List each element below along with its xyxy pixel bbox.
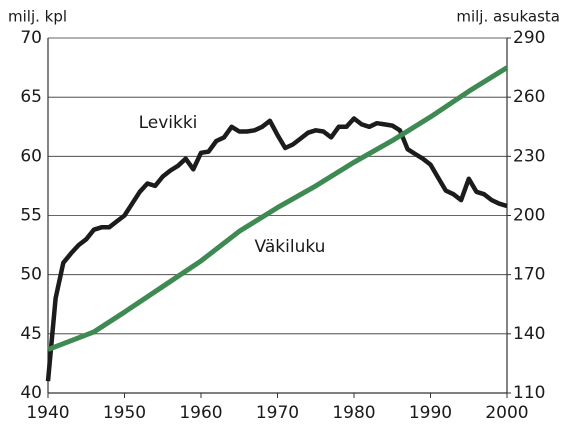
y-tick-label: 70 — [20, 28, 42, 48]
x-tick-label: 1950 — [103, 403, 146, 423]
x-tick-label: 1980 — [332, 403, 375, 423]
y2-tick-label: 290 — [513, 28, 545, 48]
x-tick-label: 1940 — [26, 403, 69, 423]
y2-tick-label: 170 — [513, 265, 545, 285]
y-tick-label: 45 — [20, 324, 42, 344]
y-axis-title: milj. kpl — [8, 8, 67, 26]
series-label: Levikki — [139, 113, 198, 133]
y-tick-label: 65 — [20, 87, 42, 107]
line — [45, 116, 508, 382]
line — [47, 65, 509, 352]
x-tick-label: 2000 — [485, 403, 528, 423]
y2-axis-title: milj. asukasta — [456, 8, 560, 26]
series-label: Väkiluku — [255, 237, 326, 257]
y-tick-label: 55 — [20, 206, 42, 226]
y2-tick-label: 110 — [513, 383, 545, 403]
x-tick-label: 1960 — [179, 403, 222, 423]
x-tick-label: 1970 — [256, 403, 299, 423]
y2-tick-label: 260 — [513, 87, 545, 107]
y-tick-label: 40 — [20, 383, 42, 403]
y-tick-label: 50 — [20, 265, 42, 285]
y2-tick-label: 230 — [513, 146, 545, 166]
y2-tick-label: 200 — [513, 206, 545, 226]
x-tick-label: 1990 — [409, 403, 452, 423]
y-tick-label: 60 — [20, 146, 42, 166]
y2-tick-label: 140 — [513, 324, 545, 344]
